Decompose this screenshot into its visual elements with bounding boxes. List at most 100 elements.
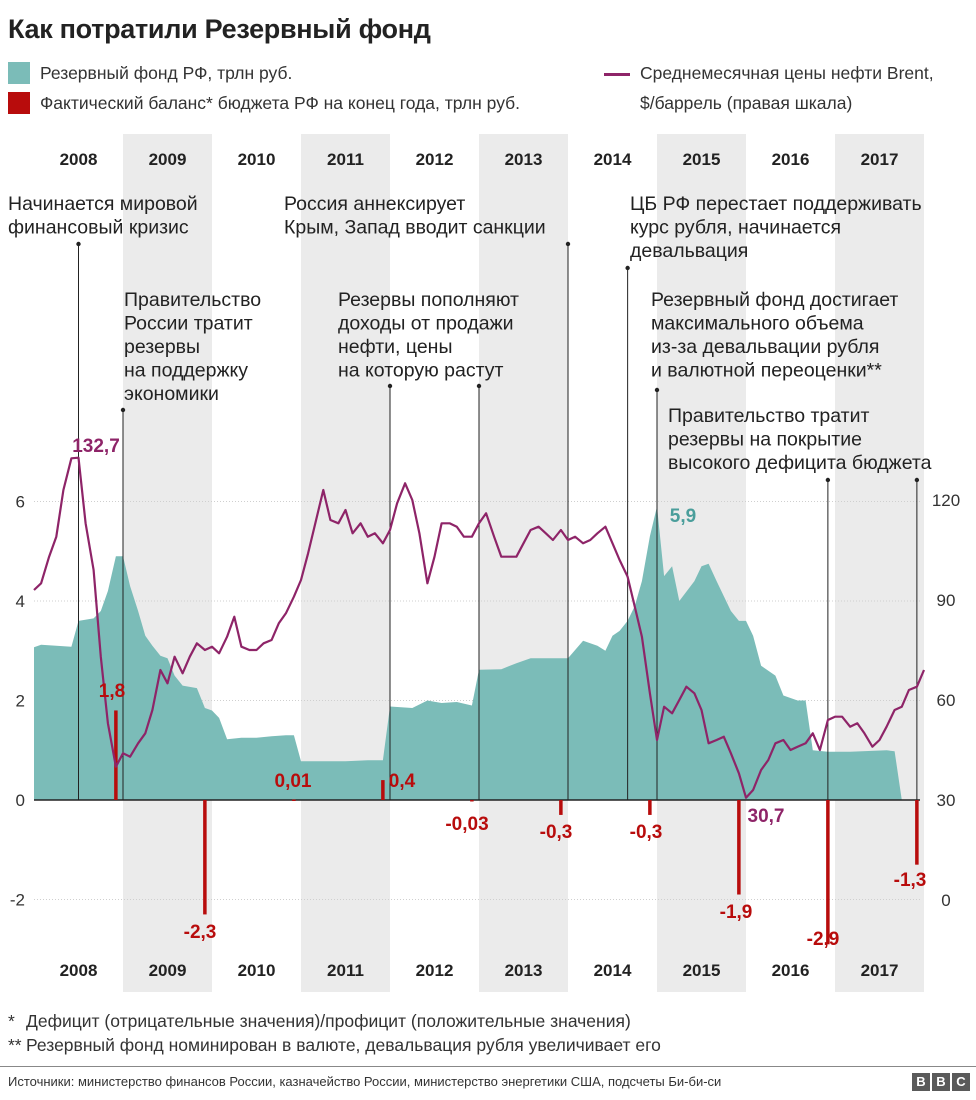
source-text: Источники: министерство финансов России,… <box>8 1074 722 1089</box>
budget-balance-bar <box>203 800 207 915</box>
annotation-line: экономики <box>124 383 219 405</box>
annotation-line: резервы <box>124 336 200 358</box>
budget-balance-bar <box>559 800 563 815</box>
annotation-leader-dot <box>914 477 920 483</box>
year-label-top: 2011 <box>327 150 364 169</box>
year-label-top: 2010 <box>238 150 276 169</box>
legend-budget-swatch <box>8 92 30 114</box>
annotation-text: Начинается мировой финансовый кризис <box>8 193 198 239</box>
budget-balance-bar <box>648 800 652 815</box>
annotation-leader-dot <box>825 477 831 483</box>
budget-balance-bar <box>826 800 830 945</box>
year-label-bottom: 2013 <box>505 961 543 980</box>
annotation-line: ЦБ РФ перестает поддерживать <box>630 193 922 215</box>
year-label-top: 2013 <box>505 150 543 169</box>
budget-balance-label: 0,01 <box>275 771 312 792</box>
year-label-bottom: 2017 <box>861 961 899 980</box>
legend-budget-label: Фактический баланс* бюджета РФ на конец … <box>40 93 521 113</box>
bbc-logo-letter: B <box>912 1073 930 1091</box>
reserve-peak-label: 5,9 <box>670 506 696 527</box>
right-axis-tick: 90 <box>937 591 956 610</box>
left-axis-tick: 4 <box>16 592 25 611</box>
year-band <box>123 134 212 992</box>
annotation-text: Правительство тратит резервы на покрытие в… <box>668 405 932 474</box>
year-band <box>657 134 746 992</box>
budget-balance-bar <box>381 780 385 800</box>
annotation-leader-dot <box>76 241 81 247</box>
annotation-text: Резервы пополняют доходы от продажи нефти,… <box>338 289 519 382</box>
legend-reserve-label: Резервный фонд РФ, трлн руб. <box>40 63 293 83</box>
reserve-fund-area <box>34 506 902 800</box>
budget-balance-label: -0,03 <box>445 814 488 835</box>
annotation-line: Резервный фонд достигает <box>651 289 898 311</box>
annotation-line: нефти, цены <box>338 336 452 358</box>
annotation-leader-dot <box>476 383 482 389</box>
footnote-1-mark: * <box>8 1011 15 1031</box>
year-label-bottom: 2016 <box>772 961 810 980</box>
budget-balance-bar <box>292 799 296 802</box>
legend-brent-label-2: $/баррель (правая шкала) <box>640 93 853 113</box>
year-label-bottom: 2012 <box>416 961 454 980</box>
budget-balance-bar <box>737 800 741 895</box>
right-axis-tick: 30 <box>937 791 956 810</box>
year-band <box>835 134 924 992</box>
right-axis-tick: 0 <box>941 891 950 910</box>
year-label-top: 2012 <box>416 150 454 169</box>
annotation-text: ЦБ РФ перестает поддерживать курс рубля, … <box>630 193 922 262</box>
annotation-line: Правительство тратит <box>668 405 870 427</box>
brent-min-label: 30,7 <box>748 806 785 827</box>
annotation-line: Резервы пополняют <box>338 289 519 311</box>
annotation-line: Крым, Запад вводит санкции <box>284 217 546 239</box>
annotation-text: Резервный фонд достигает максимального об… <box>651 289 898 382</box>
legend-reserve-swatch <box>8 62 30 84</box>
budget-balance-label: -1,3 <box>894 870 927 891</box>
right-axis-tick: 120 <box>932 491 960 510</box>
annotation-leader-dot <box>120 407 126 413</box>
budget-balance-label: -1,9 <box>720 902 753 923</box>
annotation-leader-dot <box>565 241 571 247</box>
budget-balance-bar <box>915 800 919 865</box>
annotation-line: на поддержку <box>124 360 248 382</box>
annotation-line: максимального объема <box>651 313 864 335</box>
annotation-text: Россия аннексирует Крым, Запад вводит сан… <box>284 193 546 239</box>
budget-balance-label: -0,3 <box>630 822 663 843</box>
footnote-2-mark: ** <box>8 1035 22 1055</box>
budget-balance-bar <box>470 800 474 802</box>
legend-brent-swatch <box>604 73 630 76</box>
year-label-bottom: 2009 <box>149 961 187 980</box>
left-axis-tick: 2 <box>16 692 25 711</box>
brent-max-label: 132,7 <box>72 436 120 457</box>
annotation-line: из-за девальвации рубля <box>651 336 879 358</box>
budget-balance-label: -0,3 <box>540 822 573 843</box>
budget-balance-label: -2,3 <box>184 922 217 943</box>
budget-balance-label: 0,4 <box>389 771 416 792</box>
brent-price-line <box>33 456 926 799</box>
budget-balance-label: -2,9 <box>807 929 840 950</box>
annotation-line: России тратит <box>124 313 253 335</box>
year-band <box>301 134 390 992</box>
annotation-line: резервы на покрытие <box>668 429 862 451</box>
annotation-line: и валютной переоценки** <box>651 360 882 382</box>
annotation-leader-dot <box>387 383 393 389</box>
annotation-line: Начинается мировой <box>8 193 198 215</box>
year-label-top: 2015 <box>683 150 721 169</box>
annotation-line: девальвация <box>630 240 748 262</box>
footnote-2: Резервный фонд номинирован в валюте, дев… <box>26 1035 661 1055</box>
year-label-top: 2008 <box>60 150 98 169</box>
annotation-line: Правительство <box>124 289 261 311</box>
year-label-bottom: 2014 <box>594 961 632 980</box>
year-label-top: 2016 <box>772 150 810 169</box>
left-axis-tick: 0 <box>16 791 25 810</box>
year-label-top: 2014 <box>594 150 632 169</box>
bbc-logo-letter: B <box>932 1073 950 1091</box>
chart-title: Как потратили Резервный фонд <box>8 14 431 44</box>
right-axis-tick: 60 <box>937 691 956 710</box>
annotation-line: высокого дефицита бюджета <box>668 452 932 474</box>
annotation-leader-dot <box>654 387 660 393</box>
legend-brent-label-1: Среднемесячная цены нефти Brent, <box>640 63 934 83</box>
annotation-line: Россия аннексирует <box>284 193 465 215</box>
annotation-text: Правительство России тратит резервы на подд… <box>124 289 261 405</box>
year-label-bottom: 2015 <box>683 961 721 980</box>
budget-balance-bar <box>114 710 118 800</box>
year-label-bottom: 2008 <box>60 961 98 980</box>
